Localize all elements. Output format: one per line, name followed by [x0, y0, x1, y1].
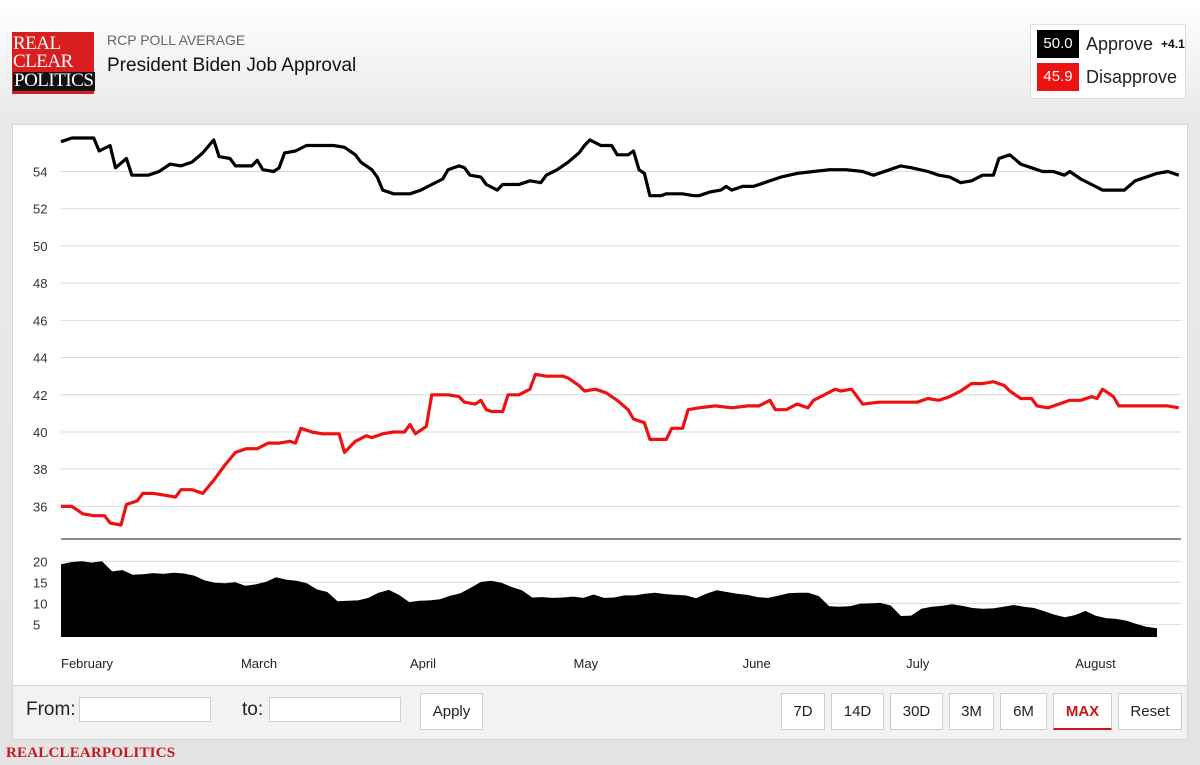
- footer-brand: REALCLEARPOLITICS: [6, 745, 176, 761]
- approval-chart-svg[interactable]: 36 38 40 42 44 46 48 50 52 54 5 10 15 20 February March…: [13, 125, 1189, 687]
- chart-area[interactable]: 36 38 40 42 44 46 48 50 52 54 5 10 15 20 February March…: [12, 124, 1188, 686]
- approve-value-badge: 50.0: [1037, 30, 1079, 58]
- y-tick-label: 40: [33, 425, 47, 440]
- x-tick-label-june: June: [743, 656, 771, 671]
- range-7d-button[interactable]: 7D: [781, 693, 825, 730]
- date-range-controls: From: to: Apply 7D 14D 30D 3M 6M MAX Res…: [12, 686, 1188, 740]
- y-tick-label: 48: [33, 276, 47, 291]
- page-title: President Biden Job Approval: [107, 55, 357, 76]
- approve-label: Approve: [1086, 33, 1154, 54]
- y-tick-label: 42: [33, 388, 47, 403]
- to-label: to:: [242, 699, 264, 720]
- y-tick-label: 44: [33, 351, 47, 366]
- y-tick-label: 38: [33, 462, 47, 477]
- legend: 50.0 Approve +4.1 45.9 Disapprove: [1030, 24, 1186, 99]
- disapprove-label: Disapprove: [1086, 66, 1178, 87]
- logo-line-3: POLITICS: [13, 70, 96, 91]
- reset-button[interactable]: Reset: [1118, 693, 1182, 730]
- y-tick-label: 36: [33, 499, 47, 514]
- spread-y-tick-label: 15: [33, 575, 47, 590]
- legend-approve: 50.0 Approve +4.1: [1037, 30, 1185, 58]
- chart-subtitle: RCP POLL AVERAGE: [107, 32, 246, 48]
- range-max-button[interactable]: MAX: [1053, 693, 1112, 730]
- from-label: From:: [26, 699, 76, 720]
- spread-y-tick-label: 20: [33, 554, 47, 569]
- spread-y-tick-label: 10: [33, 596, 47, 611]
- series-line-disapprove: [61, 372, 1180, 527]
- x-tick-label-july: July: [906, 656, 930, 671]
- range-30d-button[interactable]: 30D: [890, 693, 943, 730]
- range-3m-button[interactable]: 3M: [949, 693, 994, 730]
- spread-y-tick-label: 5: [33, 617, 40, 632]
- legend-disapprove: 45.9 Disapprove: [1037, 63, 1177, 91]
- x-tick-label-may: May: [574, 656, 599, 671]
- range-14d-button[interactable]: 14D: [831, 693, 884, 730]
- spread-value: +4.1: [1161, 37, 1185, 51]
- x-tick-label-february: February: [61, 656, 114, 671]
- rcp-logo[interactable]: REAL CLEAR POLITICS: [12, 32, 96, 94]
- apply-button[interactable]: Apply: [420, 693, 483, 730]
- y-tick-label: 50: [33, 239, 47, 254]
- x-tick-label-april: April: [410, 656, 436, 671]
- logo-line-2: CLEAR: [13, 51, 73, 72]
- y-tick-label: 54: [33, 165, 47, 180]
- y-tick-label: 46: [33, 313, 47, 328]
- logo-line-1: REAL: [13, 33, 61, 54]
- range-6m-button[interactable]: 6M: [1000, 693, 1047, 730]
- from-date-input[interactable]: [79, 697, 211, 722]
- x-tick-label-march: March: [241, 656, 277, 671]
- spread-area: [61, 561, 1157, 637]
- x-tick-label-august: August: [1075, 656, 1116, 671]
- to-date-input[interactable]: [269, 697, 401, 722]
- y-tick-label: 52: [33, 202, 47, 217]
- series-line-approve: [60, 136, 1180, 198]
- disapprove-value-badge: 45.9: [1037, 63, 1079, 91]
